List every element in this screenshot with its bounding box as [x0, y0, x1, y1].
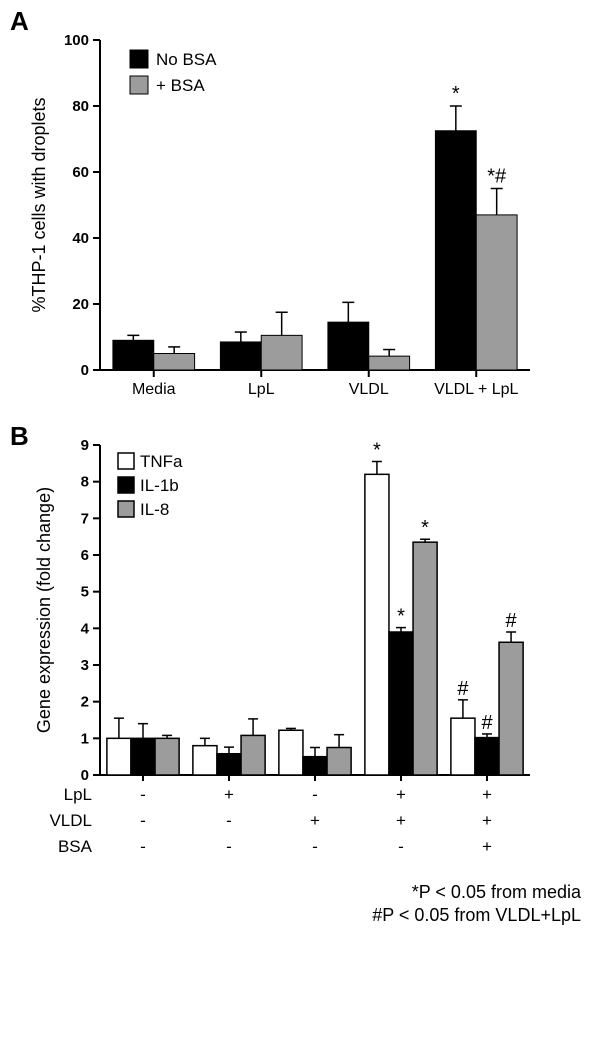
svg-text:TNFa: TNFa [140, 452, 183, 471]
panel-b-label: B [10, 421, 29, 452]
svg-text:-: - [140, 811, 146, 830]
svg-text:*: * [452, 83, 460, 105]
footnote-1: *P < 0.05 from media [10, 881, 581, 904]
svg-text:VLDL: VLDL [349, 381, 389, 398]
svg-text:+: + [224, 785, 234, 804]
svg-text:#: # [506, 610, 518, 632]
svg-text:+: + [482, 837, 492, 856]
svg-text:#: # [457, 678, 469, 700]
svg-text:4: 4 [81, 620, 90, 637]
svg-text:IL-1b: IL-1b [140, 476, 179, 495]
svg-text:+: + [396, 811, 406, 830]
svg-text:%THP-1 cells with droplets: %THP-1 cells with droplets [29, 97, 49, 312]
svg-text:-: - [140, 837, 146, 856]
svg-text:+: + [482, 811, 492, 830]
panel-a-label: A [10, 6, 29, 37]
svg-text:-: - [312, 837, 318, 856]
svg-text:1: 1 [81, 730, 89, 747]
svg-text:*#: *# [487, 166, 507, 188]
panel-b: B 0123456789Gene expression (fold change… [10, 425, 601, 875]
chart-a: 0 20 40 60 80 100 %THP-1 cells with droplets Me… [10, 10, 570, 415]
svg-text:+: + [482, 785, 492, 804]
svg-text:-: - [312, 785, 318, 804]
svg-text:0: 0 [81, 767, 89, 784]
svg-text:20: 20 [72, 296, 89, 313]
svg-text:+: + [310, 811, 320, 830]
svg-text:3: 3 [81, 657, 89, 674]
svg-text:60: 60 [72, 164, 89, 181]
svg-text:#: # [481, 712, 493, 734]
svg-text:5: 5 [81, 584, 89, 601]
svg-text:*: * [421, 517, 429, 539]
svg-text:80: 80 [72, 98, 89, 115]
panel-a: A 020406080100%THP-1 cells with droplets… [10, 10, 601, 415]
footnotes: *P < 0.05 from media #P < 0.05 from VLDL… [10, 881, 601, 928]
svg-text:+ BSA: + BSA [156, 76, 205, 95]
svg-text:-: - [140, 785, 146, 804]
svg-text:7: 7 [81, 510, 89, 527]
chart-b: 0 1 2 3 4 5 6 7 8 9 Gene expression (fold change) *… [10, 425, 570, 875]
svg-text:-: - [398, 837, 404, 856]
svg-text:-: - [226, 811, 232, 830]
footnote-2: #P < 0.05 from VLDL+LpL [10, 904, 581, 927]
svg-text:No BSA: No BSA [156, 50, 217, 69]
svg-text:Gene expression (fold change): Gene expression (fold change) [34, 487, 54, 733]
svg-text:40: 40 [72, 230, 89, 247]
svg-text:2: 2 [81, 694, 89, 711]
svg-text:9: 9 [81, 437, 89, 454]
svg-text:8: 8 [81, 474, 89, 491]
svg-text:VLDL: VLDL [49, 811, 92, 830]
svg-text:100: 100 [64, 32, 89, 49]
svg-text:*: * [373, 440, 381, 462]
svg-text:VLDL + LpL: VLDL + LpL [434, 381, 518, 398]
svg-text:0: 0 [81, 362, 89, 379]
svg-text:Media: Media [132, 381, 176, 398]
svg-text:LpL: LpL [64, 785, 92, 804]
svg-text:*: * [397, 606, 405, 628]
svg-text:+: + [396, 785, 406, 804]
svg-text:BSA: BSA [58, 837, 93, 856]
svg-text:6: 6 [81, 547, 89, 564]
svg-text:IL-8: IL-8 [140, 500, 169, 519]
svg-text:-: - [226, 837, 232, 856]
svg-text:LpL: LpL [248, 381, 275, 398]
